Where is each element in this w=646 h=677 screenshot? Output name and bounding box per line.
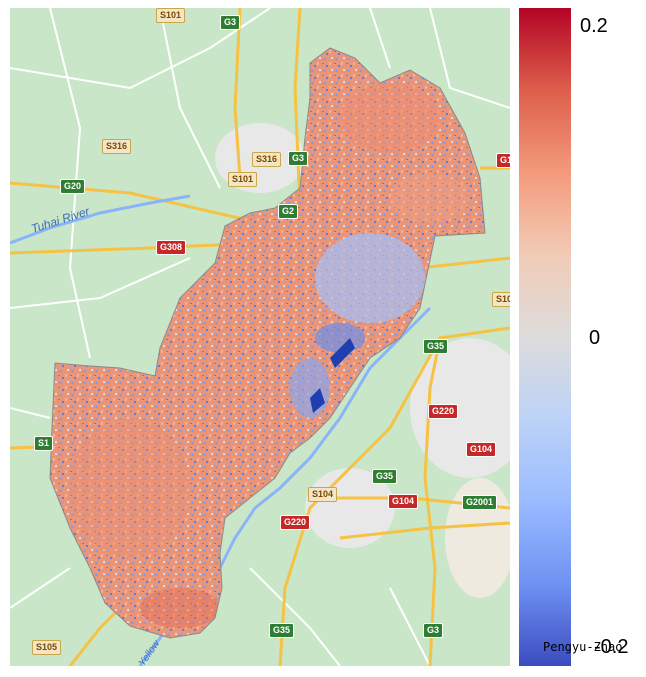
colorbar-max-label: 0.2 [580,15,608,37]
road-shield: G220 [428,404,459,419]
road-shield: S316 [102,139,132,154]
road-shield: G2001 [462,495,498,510]
road-shield: G35 [423,339,449,354]
study-region [49,47,486,639]
road-shield: S1 [34,436,54,451]
region-raster [49,47,486,639]
road-shield: G220 [280,515,311,530]
road-shield: G3 [423,623,444,638]
region-hotspots [70,83,470,628]
road-shield: S10 [492,292,510,307]
colorbar-min-label: -0.2 [594,636,629,658]
colorbar-mid-label: 0 [589,327,601,349]
road-shield: G3 [288,151,309,166]
map-canvas [10,8,510,666]
road-shield: S101 [228,172,258,187]
road-shield: G2 [278,204,299,219]
road-shield: G1 [496,153,510,168]
colorbar-gradient [519,8,571,666]
road-shield: G35 [269,623,295,638]
road-shield: G3 [220,15,241,30]
road-shield: G104 [388,494,419,509]
road-shield: G104 [466,442,497,457]
road-shield: S105 [32,640,62,655]
road-shield: S316 [252,152,282,167]
author-credit: Pengyu-Zhao [543,640,623,654]
road-shield: S101 [156,8,186,23]
colorbar [519,8,571,666]
road-shield: G35 [372,469,398,484]
basemap: Tuhai River Yellow S101 G3 S316 S316 G3 … [10,8,510,666]
road-shield: G308 [156,240,187,255]
road-shield: G20 [60,179,86,194]
road-shield: S104 [308,487,338,502]
minor-roads [10,8,510,666]
